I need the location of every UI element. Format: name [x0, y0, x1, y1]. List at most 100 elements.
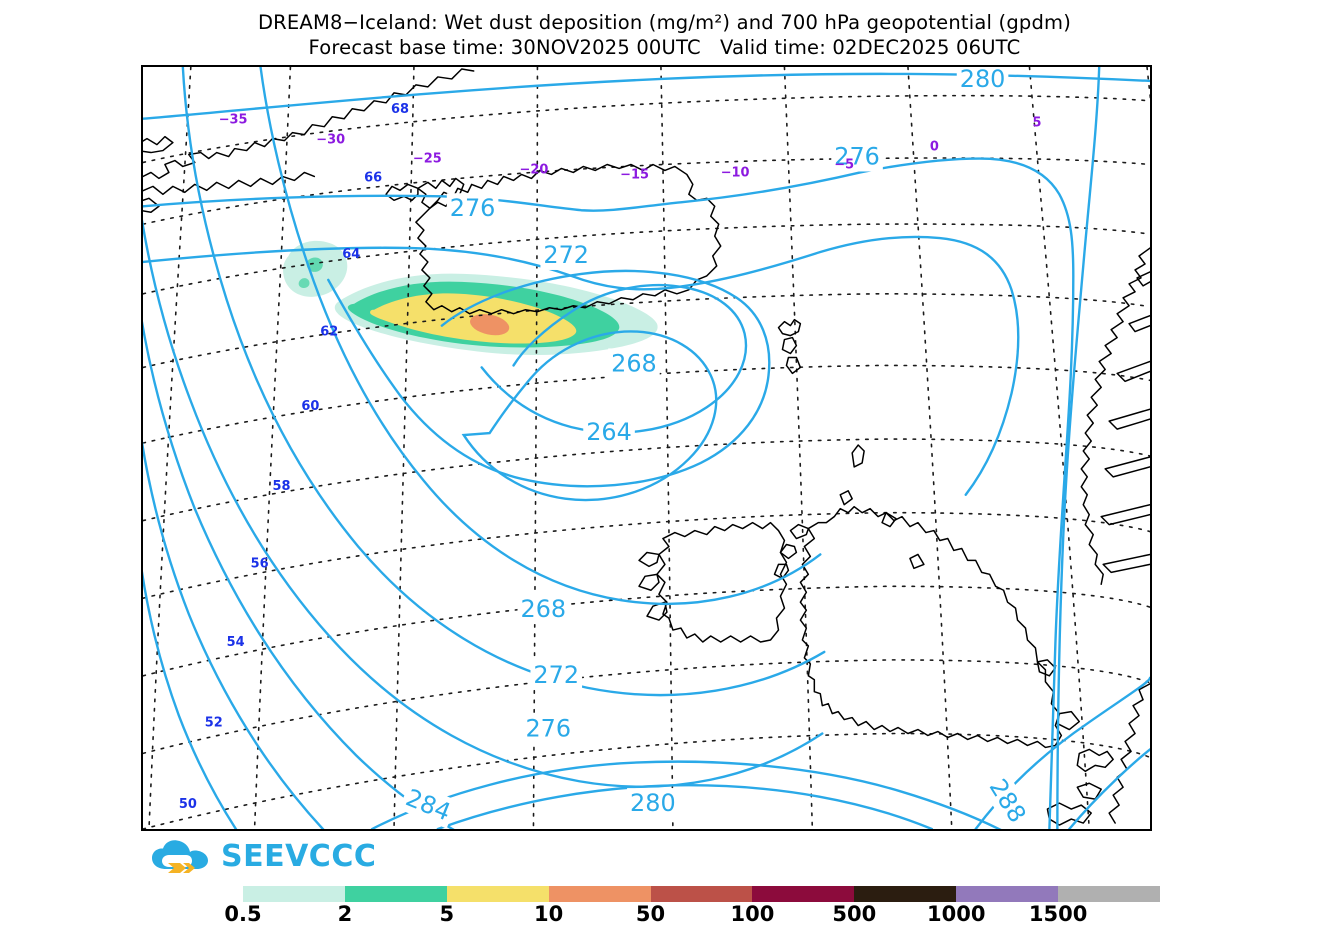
meridian--10: [907, 67, 953, 829]
lat-label-52: 52: [205, 716, 223, 731]
chart-title-block: DREAM8−Iceland: Wet dust deposition (mg/…: [0, 10, 1329, 60]
colorbar-tick-0.5: 0.5: [224, 902, 262, 926]
coastline-faroe-north: [777, 318, 802, 337]
contour-label-276-s: 276: [522, 713, 575, 744]
contour-268-inner-loop: [327, 269, 771, 488]
contour-labels: 280 276 276 272: [398, 67, 1035, 829]
contour-label-272-s: 272: [530, 659, 583, 690]
coastline-ireland-shannon: [638, 573, 660, 591]
colorbar-segment-1: [344, 886, 447, 902]
meridian-0: [1146, 67, 1150, 102]
coastline-norway-fjord-2: [1128, 314, 1150, 333]
svg-text:268: 268: [611, 349, 657, 377]
colorbar-tick-10: 10: [534, 902, 564, 926]
coastline-france-north: [1046, 802, 1092, 826]
coastline-firth-forth: [909, 553, 925, 570]
seevccc-logo: SEEVCCC: [150, 836, 376, 878]
meridian--5: [1028, 67, 1091, 829]
latitude-labels: 68 66 64 62 60 58 56 54 52 50: [179, 102, 409, 812]
title-line-1: DREAM8−Iceland: Wet dust deposition (mg/…: [257, 11, 1072, 34]
coastline-greenland-islet: [143, 197, 160, 213]
coastline-iceland-westfjords-w: [385, 183, 419, 202]
lon-label-0: 0: [930, 140, 939, 155]
contour-264-centre: [461, 330, 718, 502]
contour-label-276-w: 276: [446, 193, 499, 224]
contour-284-sw: [143, 441, 325, 829]
lat-label-68: 68: [391, 102, 409, 117]
coastline-greenland-se-inner: [143, 171, 316, 196]
logo-text: SEEVCCC: [221, 839, 377, 874]
coastline-great-britain: [799, 505, 1063, 749]
coastline-norway-fjord-4: [1108, 408, 1150, 430]
colorbar-segment-5: [752, 886, 855, 902]
dust-contour-10-core: [470, 314, 510, 336]
coastline-continent-ne: [1108, 683, 1150, 824]
lon-label--35: −35: [219, 113, 248, 128]
coastline-hebrides-outer: [789, 523, 810, 540]
coastline-moray-firth: [881, 511, 897, 528]
colorbar-segment-2: [446, 886, 549, 902]
colorbar-segment-7: [956, 886, 1059, 902]
coastline-greenland-island: [143, 135, 174, 154]
contour-label-268-s: 268: [517, 594, 570, 625]
colorbar-segment-8: [1058, 886, 1161, 902]
colorbar-segment-0: [243, 886, 345, 902]
coastline-iceland: [415, 163, 722, 315]
coastline-norway-fjord-6: [1100, 503, 1150, 526]
parallel-50: [143, 732, 1150, 829]
lon-label--20: −20: [520, 162, 549, 177]
contour-label-280-n: 280: [956, 67, 1009, 94]
colorbar-segment-6: [854, 886, 957, 902]
parallel-52: [143, 659, 1150, 755]
contour-268-sw: [259, 67, 822, 606]
longitude-labels: −35 −30 −25 −20 −15 −10 −5 0 5: [219, 113, 1042, 183]
colorbar-tick-1500: 1500: [1028, 902, 1088, 926]
svg-text:284: 284: [402, 784, 455, 827]
lon-label--10: −10: [721, 165, 750, 180]
colorbar-tick-50: 50: [635, 902, 666, 926]
coastline-hebrides-mid: [779, 543, 798, 560]
colorbar-segment-3: [548, 886, 651, 902]
meridian--20: [660, 67, 674, 829]
dust-contour-2-west: [306, 257, 323, 272]
dust-deposition-shading: [283, 240, 658, 355]
contour-label-268-n: 268: [608, 348, 660, 379]
coastline-belgium: [1076, 782, 1102, 800]
contour-264-loop: [480, 283, 748, 434]
lat-label-66: 66: [364, 170, 382, 185]
contour-label-276-e: 276: [831, 141, 883, 172]
coastline-ireland-west-bay: [638, 551, 660, 568]
svg-text:280: 280: [630, 789, 676, 817]
svg-text:268: 268: [521, 595, 567, 623]
lon-label--5: −5: [834, 157, 854, 172]
colorbar-tick-5: 5: [439, 902, 455, 926]
contour-276-sw: [143, 219, 824, 788]
coastline-east-anglia: [1056, 710, 1081, 731]
colorbar-tick-2: 2: [337, 902, 353, 926]
parallel-56: [143, 511, 1150, 600]
lat-label-58: 58: [272, 479, 290, 494]
map-canvas: 280 276 276 272: [143, 67, 1150, 829]
coastline-ireland: [656, 521, 788, 643]
coastline-norway-fjord-1: [1136, 271, 1150, 287]
coastline-norway-fjord-5: [1104, 456, 1150, 478]
coastline-ireland-dingle: [646, 601, 668, 621]
contour-280-sw: [143, 320, 455, 829]
colorbar-tick-100: 100: [730, 902, 775, 926]
contour-284b-sw: [143, 571, 238, 829]
coastline-orkney: [839, 490, 853, 506]
dust-contour-2-west-b: [298, 278, 310, 289]
colorbar-tick-1000: 1000: [926, 902, 986, 926]
contour-280-south: [370, 760, 1002, 829]
svg-text:276: 276: [525, 714, 571, 742]
parallel-62: [143, 293, 1150, 369]
colorbar: [243, 886, 1161, 902]
contour-label-280-s: 280: [627, 788, 679, 819]
contour-label-284-s: 284: [398, 781, 458, 829]
map-plot-area: 280 276 276 272: [141, 65, 1152, 831]
svg-text:264: 264: [586, 418, 632, 446]
coastline-hebrides-south: [773, 563, 790, 580]
lon-label--15: −15: [620, 167, 649, 182]
contour-label-288: 288: [981, 771, 1035, 829]
colorbar-ticks: 0.5 2 5 10 50 100 500 1000 1500: [224, 902, 1160, 928]
